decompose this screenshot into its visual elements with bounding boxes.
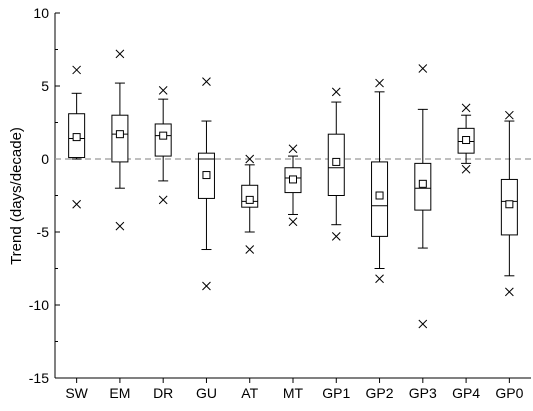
max-cross-b	[202, 77, 211, 86]
x-tick-label: SW	[65, 385, 88, 401]
max-cross-b	[245, 154, 255, 164]
min-cross-b	[158, 195, 168, 205]
y-tick-label: 5	[41, 78, 49, 94]
max-cross-b	[72, 65, 81, 75]
box-iqr	[111, 114, 129, 163]
plot-area: -15 -10 -5 0 5 10 SW EM DR GU AT MT GP1 GP2 GP3 GP4 GP0	[29, 5, 531, 401]
min-cross-b	[245, 245, 255, 254]
max-cross-b	[418, 64, 428, 73]
max-cross-b	[288, 144, 298, 154]
x-tick-label: GU	[196, 385, 217, 401]
min-cross-b	[115, 221, 125, 231]
mean-marker	[245, 195, 254, 204]
x-tick-label: GP1	[322, 385, 350, 401]
mean-marker	[289, 175, 297, 184]
mean-marker	[375, 191, 384, 200]
mean-marker	[418, 179, 427, 188]
min-cross-b	[331, 232, 341, 241]
mean-marker	[462, 136, 471, 145]
max-cross-b	[505, 110, 514, 120]
x-tick-label: GP4	[452, 385, 480, 401]
mean-marker	[115, 130, 124, 139]
mean-marker	[159, 131, 168, 140]
max-cross-b	[115, 49, 125, 59]
mean-marker	[332, 157, 341, 166]
y-tick-label: -15	[29, 370, 49, 386]
y-tick-label: -5	[37, 224, 50, 240]
box-iqr	[154, 123, 172, 157]
mean-marker	[72, 133, 81, 142]
min-cross-b	[418, 319, 428, 329]
x-tick-label: DR	[153, 385, 173, 401]
max-cross-b	[331, 87, 341, 97]
y-tick-label: 10	[33, 5, 49, 21]
max-cross-b	[375, 78, 384, 88]
min-cross-b	[288, 217, 298, 227]
y-tick-label: 0	[41, 151, 49, 167]
max-cross-b	[158, 86, 168, 95]
min-cross-b	[505, 287, 514, 297]
mean-marker	[505, 200, 514, 209]
min-cross-b	[72, 199, 81, 209]
min-cross-b	[461, 164, 471, 174]
x-tick-label: GP3	[409, 385, 437, 401]
min-cross-b	[202, 281, 211, 291]
max-cross-b	[461, 103, 471, 113]
x-tick-label: GP0	[495, 385, 523, 401]
y-tick-label: -10	[29, 297, 49, 313]
x-tick-label: EM	[109, 385, 130, 401]
min-cross-b	[375, 274, 384, 284]
y-axis-title: Trend (days/decade)	[8, 127, 25, 265]
x-tick-label: MT	[283, 385, 304, 401]
x-tick-label: GP2	[366, 385, 394, 401]
x-tick-label: AT	[241, 385, 258, 401]
mean-marker	[202, 171, 211, 180]
